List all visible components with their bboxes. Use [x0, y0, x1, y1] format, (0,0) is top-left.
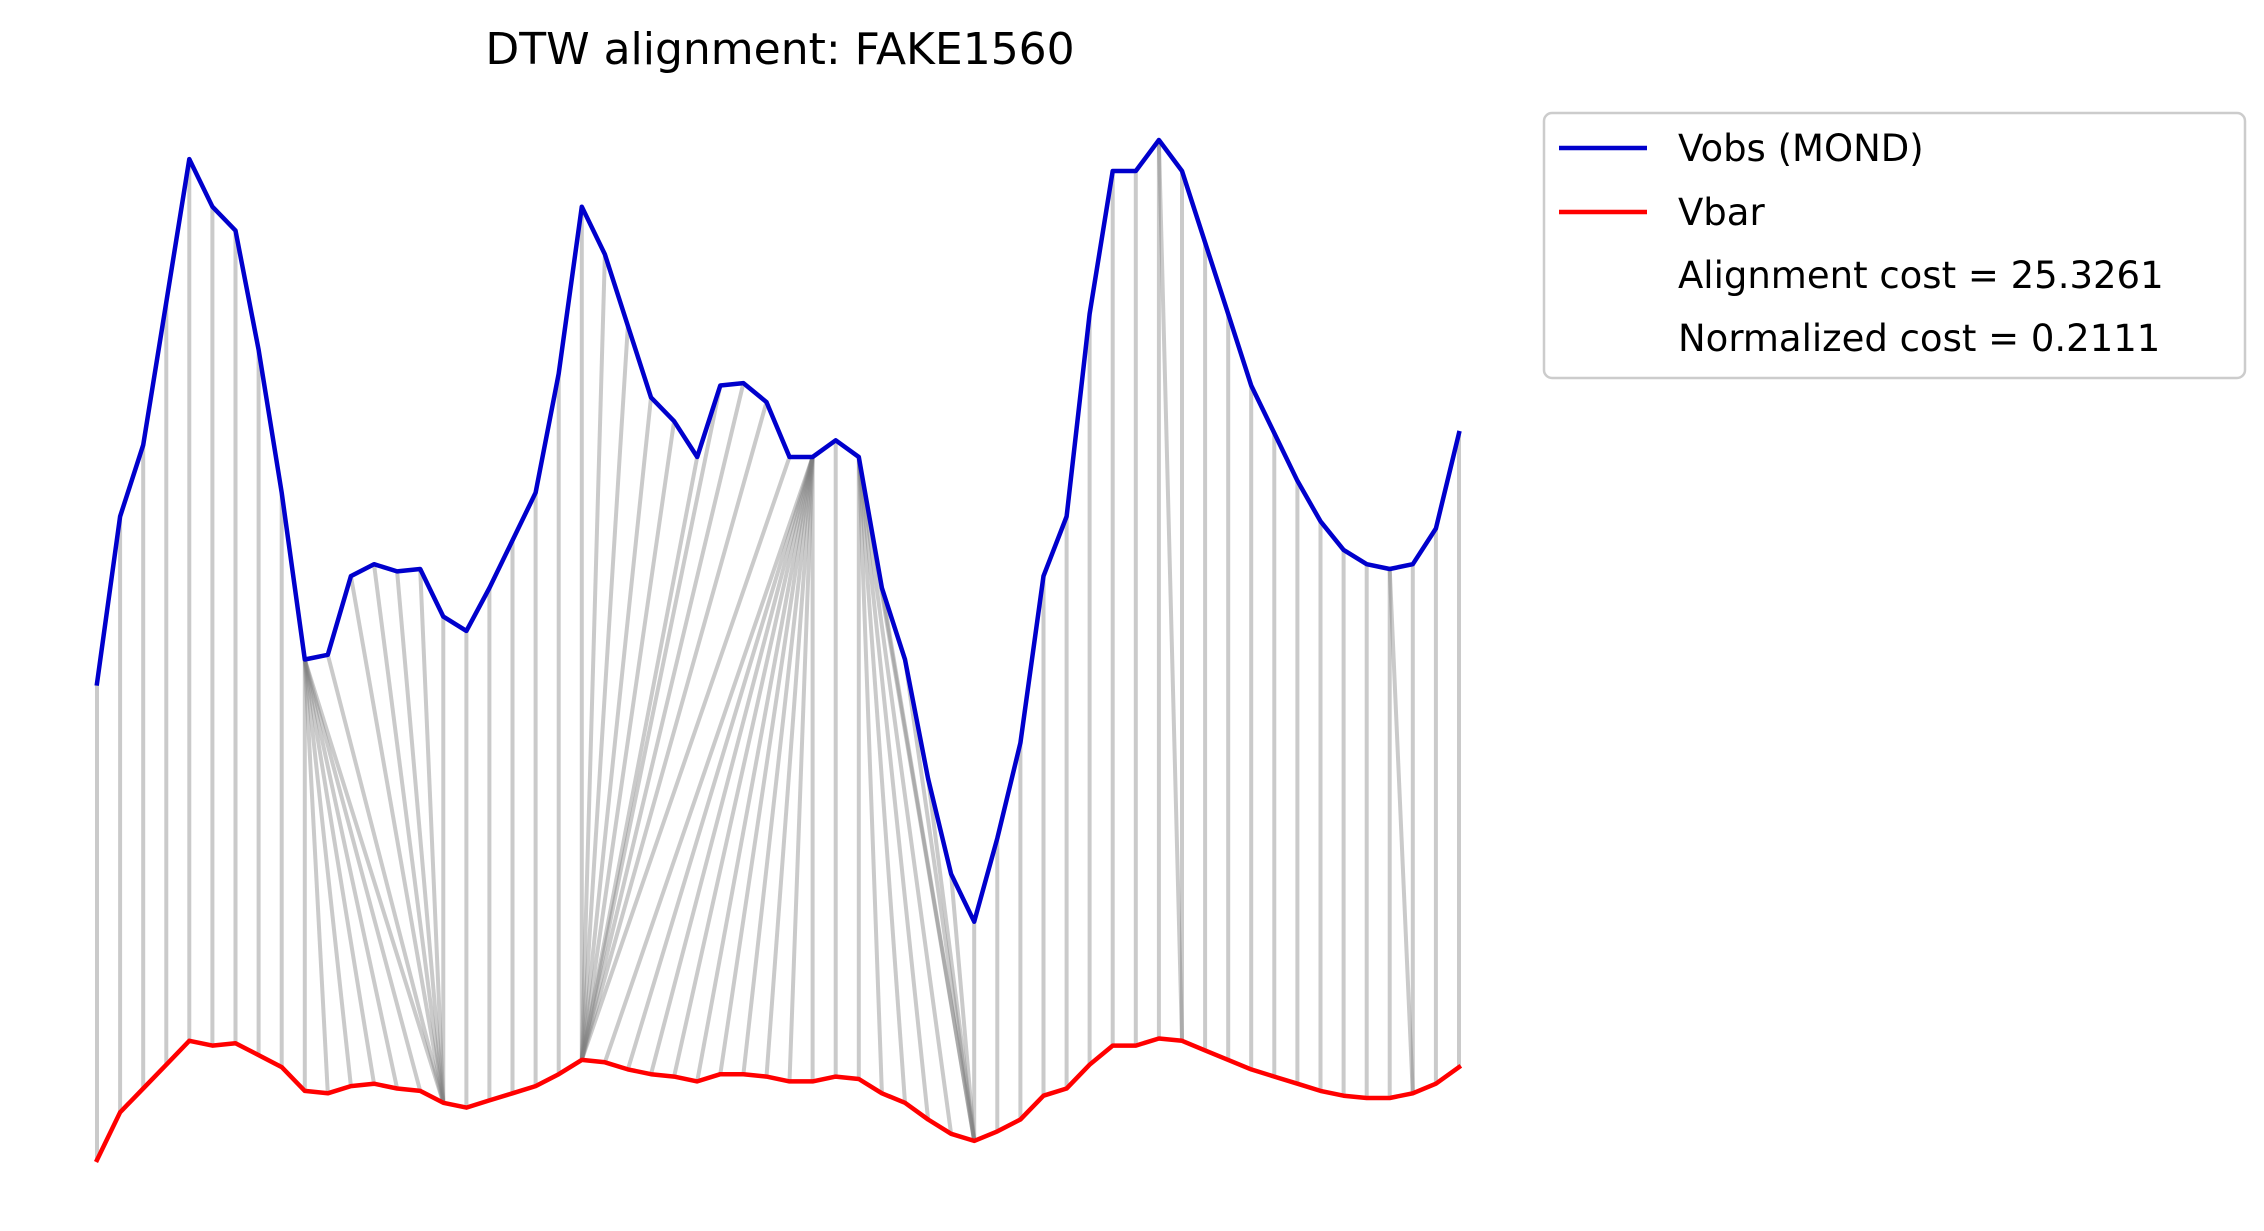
alignment-connector: [372, 563, 446, 1104]
alignment-connector: [856, 456, 907, 1103]
alignment-connector: [1387, 568, 1415, 1094]
alignment-connector: [879, 587, 977, 1142]
series-lines: [93, 137, 1463, 1164]
legend-normalized-cost: Normalized cost = 0.2111: [1678, 317, 2160, 360]
alignment-connector: [603, 456, 815, 1063]
alignment-connector: [579, 254, 607, 1060]
alignment-connector: [579, 420, 677, 1061]
alignment-connector: [625, 456, 815, 1070]
alignment-connector: [302, 658, 423, 1092]
alignment-connector: [764, 456, 815, 1077]
alignment-connector: [695, 456, 815, 1082]
alignment-connector: [302, 659, 353, 1087]
legend-frame: [1542, 111, 2247, 380]
alignment-connector: [741, 456, 815, 1075]
legend-label-vbar: Vbar: [1678, 191, 1765, 234]
alignment-connector: [579, 382, 746, 1061]
alignment-connector: [579, 397, 653, 1061]
alignment-connector: [325, 654, 446, 1104]
alignment-connector: [579, 456, 700, 1061]
alignment-connector: [579, 401, 769, 1061]
alignment-connector: [395, 571, 446, 1103]
alignment-connectors: [95, 139, 1461, 1160]
legend: Vobs (MOND) Vbar Alignment cost = 25.326…: [1542, 111, 2247, 380]
alignment-connector: [949, 873, 977, 1142]
alignment-connector: [787, 456, 815, 1082]
series-line-vobs: [94, 137, 1462, 924]
alignment-connector: [348, 575, 446, 1104]
alignment-connector: [926, 778, 977, 1142]
alignment-connector: [579, 385, 723, 1061]
alignment-connector: [302, 659, 330, 1094]
alignment-connector: [1156, 139, 1184, 1041]
legend-label-vobs: Vobs (MOND): [1678, 127, 1924, 170]
legend-alignment-cost: Alignment cost = 25.3261: [1678, 254, 2164, 297]
alignment-connector: [672, 456, 815, 1078]
alignment-connector: [579, 325, 630, 1061]
alignment-connector: [903, 659, 977, 1142]
alignment-connector: [856, 456, 884, 1094]
alignment-connector: [579, 456, 792, 1061]
alignment-connector: [649, 456, 815, 1075]
alignment-connector: [302, 658, 446, 1104]
series-line-vbar: [93, 1036, 1463, 1164]
alignment-connector: [856, 456, 954, 1135]
chart-title: DTW alignment: FAKE1560: [485, 24, 1074, 75]
alignment-connector: [418, 568, 446, 1103]
alignment-connector: [718, 456, 815, 1075]
alignment-connector: [856, 456, 931, 1120]
alignment-connector: [302, 659, 376, 1085]
alignment-connector: [302, 659, 400, 1089]
